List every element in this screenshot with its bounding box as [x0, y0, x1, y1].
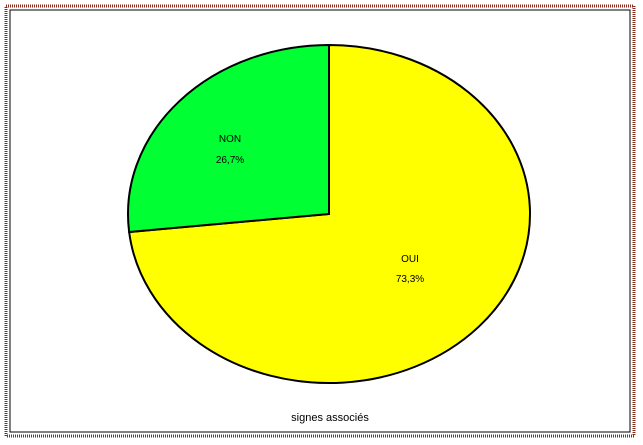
- chart-title: signes associés: [291, 412, 369, 424]
- slice-value-oui: 73,3%: [396, 274, 424, 285]
- pie-slice-non: [127, 43, 330, 234]
- frame-inner-line: [9, 9, 631, 433]
- slice-value-non: 26,7%: [216, 155, 244, 166]
- slice-label-oui: OUI: [401, 254, 419, 265]
- slice-label-non: NON: [219, 134, 241, 145]
